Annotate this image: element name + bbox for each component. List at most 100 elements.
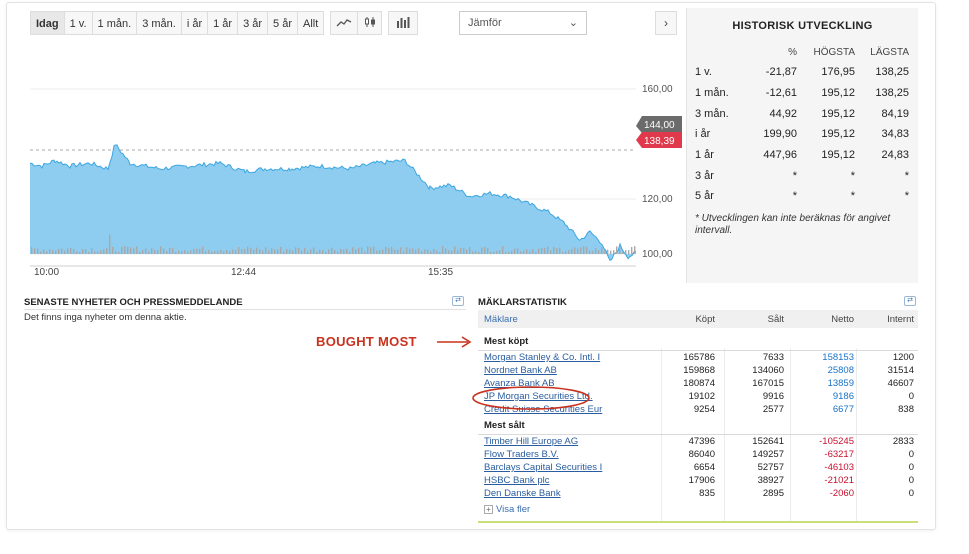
- pct-value: 447,96: [763, 149, 797, 162]
- broker-name-link[interactable]: Timber Hill Europe AG: [484, 436, 579, 447]
- annotation-circle: [472, 386, 590, 410]
- period-toolbar: Idag 1 v. 1 mån. 3 mån. i år 1 år 3 år 5…: [30, 11, 419, 35]
- net-value: 158153: [822, 352, 854, 363]
- col-high: HÖGSTA: [813, 46, 855, 58]
- volume-bar: [280, 246, 282, 254]
- volume-bar: [61, 248, 63, 254]
- broker-name-link[interactable]: Avanza Bank AB: [484, 378, 555, 389]
- col-internal[interactable]: Internt: [887, 314, 914, 325]
- period-today-button[interactable]: Idag: [30, 11, 65, 35]
- period-1w-button[interactable]: 1 v.: [64, 11, 93, 35]
- expand-icon[interactable]: ⇄: [452, 296, 464, 306]
- broker-name-link[interactable]: Den Danske Bank: [484, 488, 561, 499]
- volume-bar: [565, 251, 567, 254]
- volume-bar: [631, 247, 633, 254]
- internal-value: 0: [908, 449, 914, 460]
- volume-bar: [421, 251, 423, 254]
- volume-bar: [403, 250, 405, 254]
- volume-bar: [427, 249, 429, 254]
- broker-name-link[interactable]: JP Morgan Securities Ltd.: [484, 391, 593, 402]
- reference-price-tag: [636, 132, 682, 148]
- period-label: 3 år: [695, 169, 714, 182]
- period-3y-button[interactable]: 3 år: [238, 11, 269, 35]
- bought-value: 165786: [683, 352, 715, 363]
- volume-bar: [82, 249, 84, 254]
- col-low: LÄGSTA: [870, 46, 909, 58]
- pct-value: 199,90: [763, 128, 797, 141]
- period-ytd-button[interactable]: i år: [181, 11, 209, 35]
- sold-value: 2577: [762, 404, 784, 415]
- period-3m-button[interactable]: 3 mån.: [137, 11, 182, 35]
- broker-name-link[interactable]: Morgan Stanley & Co. Intl. I: [484, 352, 601, 363]
- pct-value: -21,87: [765, 66, 797, 79]
- sold-value: 149257: [752, 449, 784, 460]
- volume-bar: [319, 249, 321, 254]
- broker-name-link[interactable]: Flow Traders B.V.: [484, 449, 559, 460]
- volume-bar: [64, 250, 66, 254]
- broker-row: JP Morgan Securities Ltd. 19102 9916 9186 0: [478, 391, 918, 404]
- volume-bar: [466, 249, 468, 254]
- period-5y-button[interactable]: 5 år: [268, 11, 299, 35]
- volume-bar: [310, 249, 312, 254]
- volume-bar: [178, 250, 180, 254]
- volume-bar: [187, 251, 189, 254]
- broker-name-link[interactable]: Nordnet Bank AB: [484, 365, 557, 376]
- volume-bar: [358, 247, 360, 254]
- volume-bar: [115, 250, 117, 254]
- volume-bar: [121, 246, 123, 254]
- volume-bars-icon[interactable]: [388, 11, 419, 35]
- period-label: 3 mån.: [695, 107, 729, 120]
- volume-bar: [346, 248, 348, 254]
- x-tick-label: 10:00: [34, 267, 59, 278]
- sold-value: 2895: [762, 488, 784, 499]
- internal-value: 0: [908, 391, 914, 402]
- x-tick-label: 12:44: [231, 267, 256, 278]
- sold-value: 7633: [762, 352, 784, 363]
- broker-name-link[interactable]: Barclays Capital Securities I: [484, 462, 603, 473]
- period-1m-button[interactable]: 1 mån.: [92, 11, 138, 35]
- volume-bar: [364, 251, 366, 254]
- period-1y-button[interactable]: 1 år: [208, 11, 239, 35]
- candlestick-icon[interactable]: [358, 11, 383, 35]
- low-value: 24,83: [881, 149, 909, 162]
- col-net[interactable]: Netto: [831, 314, 854, 325]
- chevron-right-icon[interactable]: ›: [655, 11, 677, 35]
- volume-bar: [520, 251, 522, 254]
- line-chart-icon[interactable]: [330, 11, 359, 35]
- price-chart[interactable]: 160,00 120,00 100,00 144,00 138,39 10:00…: [29, 40, 684, 280]
- volume-bar: [313, 247, 315, 254]
- volume-bar: [373, 246, 375, 254]
- pct-value: *: [792, 190, 797, 203]
- volume-bar: [76, 251, 78, 254]
- volume-bar: [400, 247, 402, 254]
- volume-bar: [484, 246, 486, 254]
- net-value: -105245: [819, 436, 854, 447]
- volume-bar: [331, 247, 333, 254]
- volume-bar: [424, 249, 426, 254]
- volume-bar: [451, 250, 453, 254]
- show-more-link[interactable]: + Visa fler: [484, 504, 530, 515]
- volume-bar: [286, 249, 288, 254]
- col-bought[interactable]: Köpt: [695, 314, 715, 325]
- volume-bar: [103, 249, 105, 254]
- low-value: 84,19: [881, 107, 909, 120]
- low-value: *: [904, 190, 909, 203]
- net-value: -21021: [824, 475, 854, 486]
- price-area: [30, 144, 636, 261]
- volume-bar: [325, 251, 327, 254]
- volume-bar: [199, 248, 201, 254]
- expand-icon[interactable]: ⇄: [904, 296, 916, 306]
- volume-bar: [238, 247, 240, 254]
- compare-select[interactable]: Jämför ⌄: [459, 11, 587, 35]
- internal-value: 0: [908, 488, 914, 499]
- bought-value: 86040: [688, 449, 715, 460]
- col-sold[interactable]: Sålt: [767, 314, 784, 325]
- low-value: *: [904, 169, 909, 182]
- volume-bar: [160, 246, 162, 254]
- volume-bar: [259, 249, 261, 254]
- broker-name-link[interactable]: HSBC Bank plc: [484, 475, 550, 486]
- period-all-button[interactable]: Allt: [298, 11, 325, 35]
- volume-bar: [406, 247, 408, 254]
- col-broker[interactable]: Mäklare: [484, 314, 518, 325]
- volume-bar: [529, 251, 531, 254]
